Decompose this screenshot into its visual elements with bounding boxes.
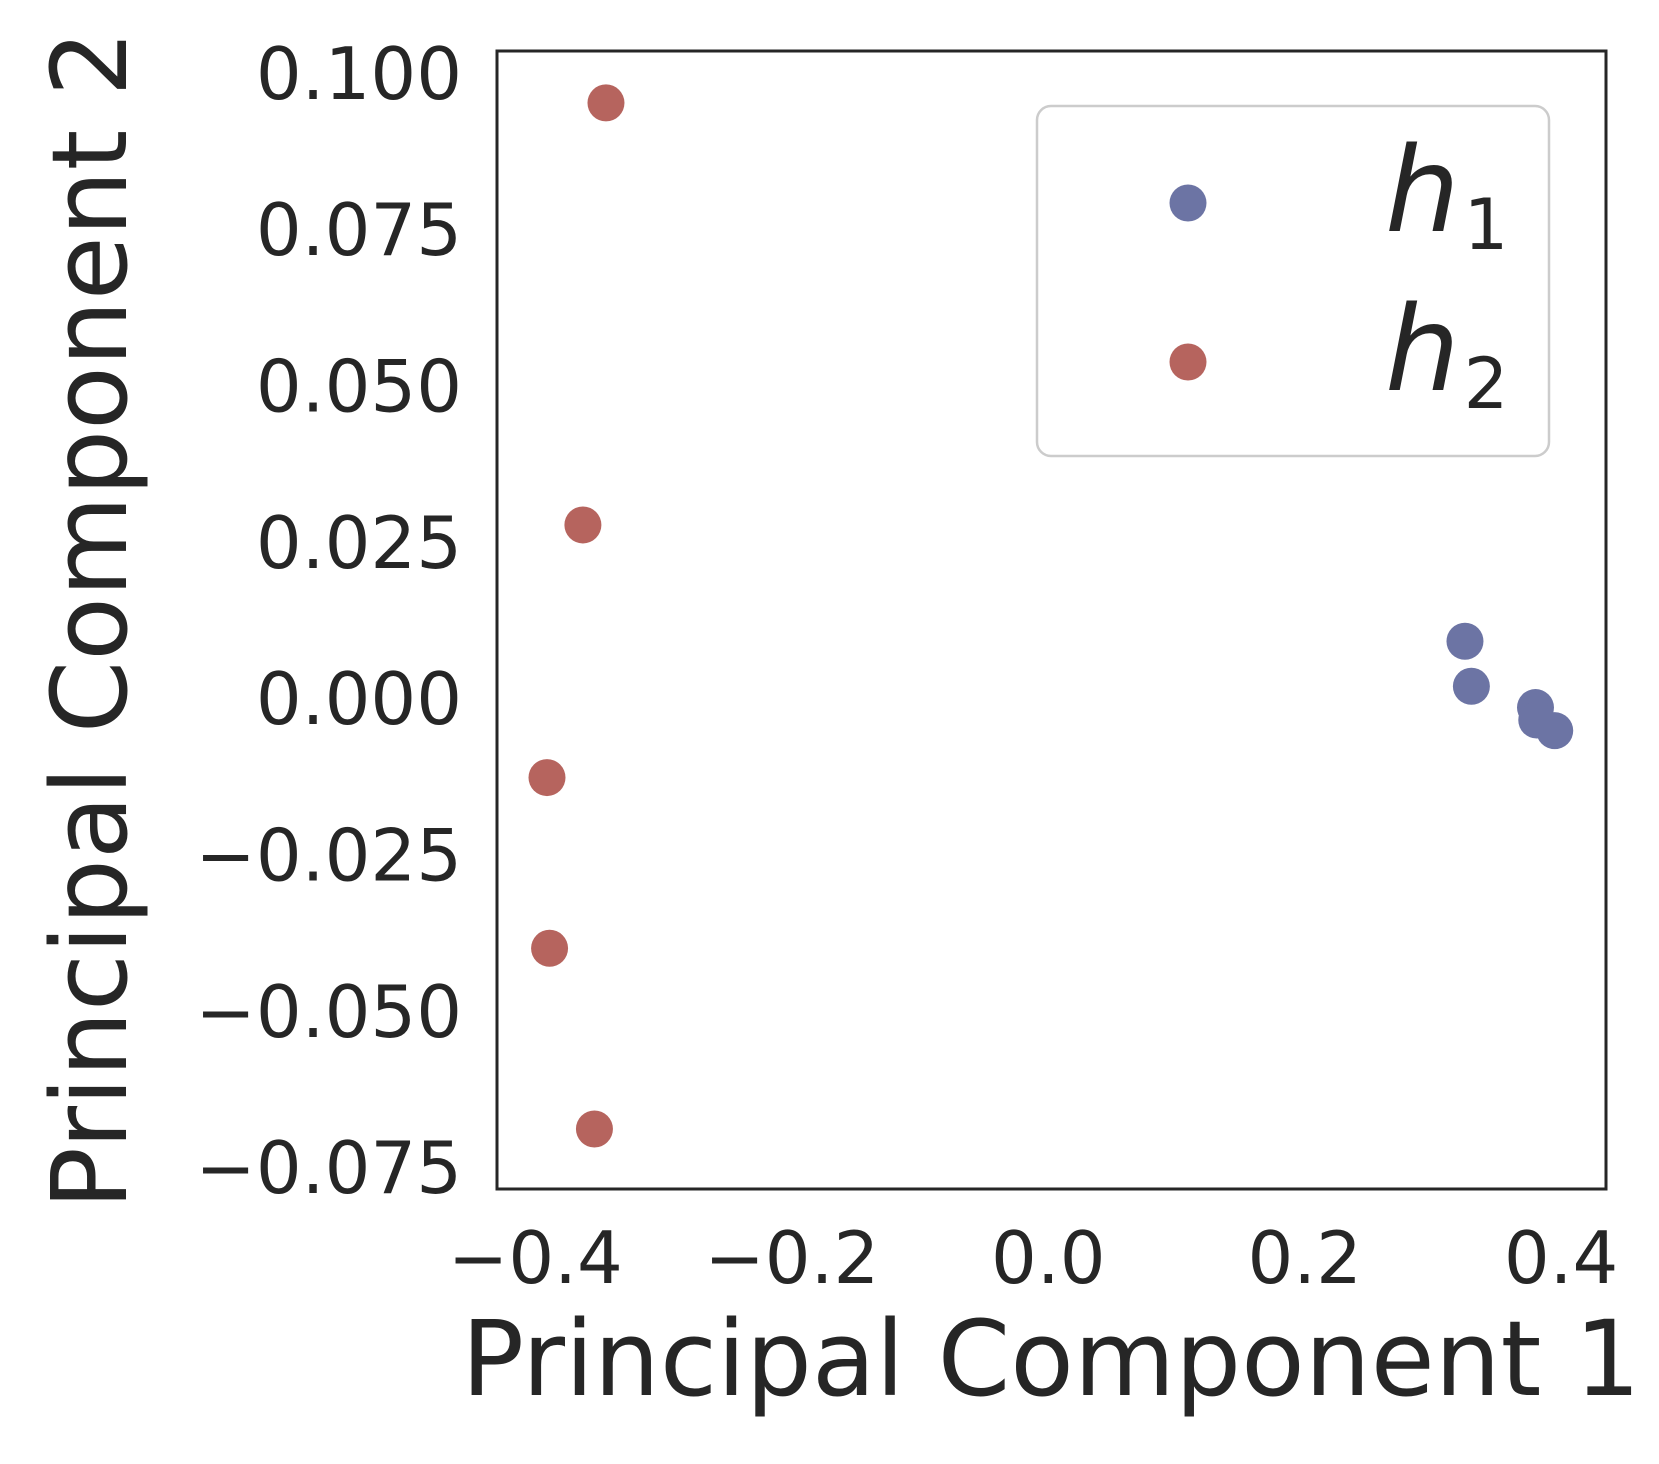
y-tick-label: 0.075 — [256, 188, 462, 272]
y-tick-label: −0.075 — [196, 1126, 462, 1210]
y-tick-label: −0.050 — [196, 970, 462, 1054]
data-point-h1 — [1446, 622, 1484, 660]
data-point-h2 — [564, 506, 602, 544]
legend-label-h2-base: h — [1385, 280, 1460, 418]
x-tick-labels: −0.4 −0.2 0.0 0.2 0.4 — [448, 1216, 1618, 1300]
x-tick-label: 0.2 — [1247, 1216, 1362, 1300]
plot-frame — [495, 49, 1608, 1191]
data-point-h2 — [575, 1110, 613, 1148]
x-tick-label: −0.4 — [448, 1216, 623, 1300]
y-tick-label: −0.025 — [196, 813, 462, 897]
y-tick-label: 0.050 — [256, 345, 462, 429]
x-tick-label: −0.2 — [704, 1216, 879, 1300]
x-tick-label: 0.4 — [1504, 1216, 1619, 1300]
legend: h1 h2 — [1035, 104, 1551, 458]
data-point-h2 — [531, 929, 569, 967]
data-point-h1 — [1536, 712, 1574, 750]
y-tick-label: 0.000 — [256, 657, 462, 741]
legend-label-h2: h2 — [1385, 280, 1508, 425]
y-tick-label: 0.025 — [256, 501, 462, 585]
y-tick-labels: 0.100 0.075 0.050 0.025 0.000 −0.025 −0.050 −0.… — [196, 32, 462, 1210]
data-point-h2 — [587, 84, 625, 122]
points-layer — [528, 84, 1574, 1148]
data-point-h2 — [528, 759, 566, 797]
legend-label-h1-base: h — [1385, 121, 1460, 259]
legend-label-h2-sub: 2 — [1464, 343, 1509, 425]
legend-box — [1035, 104, 1551, 458]
y-axis-title: Principal Component 2 — [29, 30, 151, 1209]
legend-marker-h2 — [1169, 343, 1207, 381]
legend-label-h1-sub: 1 — [1464, 184, 1509, 266]
legend-marker-h1 — [1169, 184, 1207, 222]
x-axis-title: Principal Component 1 — [461, 1298, 1640, 1420]
x-tick-label: 0.0 — [991, 1216, 1106, 1300]
legend-label-h1: h1 — [1385, 121, 1508, 266]
y-tick-label: 0.100 — [256, 32, 462, 116]
data-point-h1 — [1452, 667, 1490, 705]
